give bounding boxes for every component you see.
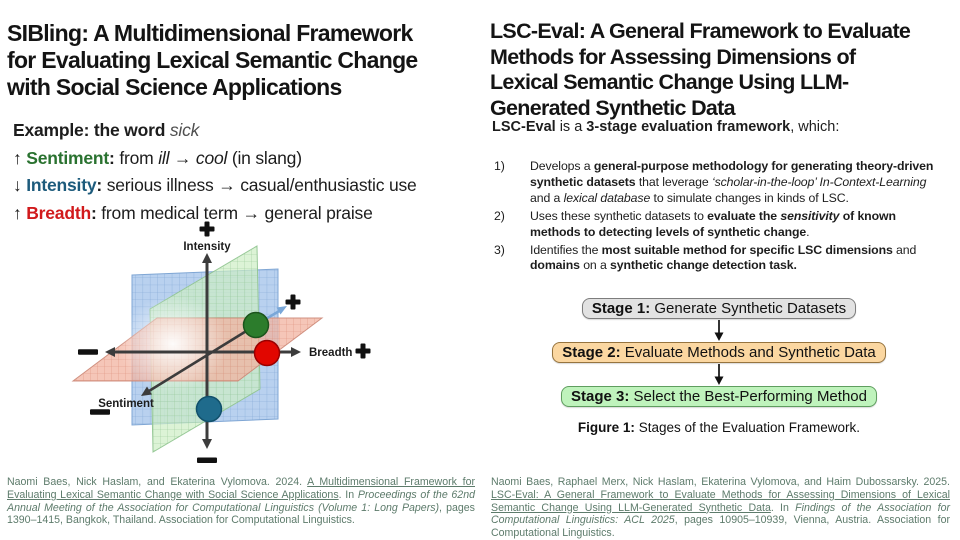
breadth-plus-icon [355,343,371,359]
teal-point [195,395,223,423]
title-line: SIBling: A Multidimensional Framework [7,20,413,47]
example-block: Example: the word sick ↑ Sentiment: from… [13,117,417,227]
citation-left: Naomi Baes, Nick Haslam, and Ekaterina V… [7,476,475,527]
red-point [253,339,281,367]
framework-list: 1) Develops a general-purpose methodolog… [494,159,948,276]
stage-label: Generate Synthetic Datasets [650,300,847,317]
stage-label-bold: Stage 1: [591,300,651,317]
dimension-line-breadth: ↑ Breadth: from medical term → general p… [13,202,373,223]
stage-label: Select the Best-Performing Method [629,388,867,405]
green-point [242,311,270,339]
title-line: Generated Synthetic Data [490,95,736,120]
framework-subtitle: LSC-Eval is a 3-stage evaluation framewo… [492,119,840,135]
list-number: 2) [494,208,505,223]
down-arrow-icon [714,320,724,341]
list-number: 3) [494,242,505,257]
title-line: with Social Science Applications [7,74,342,101]
sentiment-plus-icon [285,294,301,310]
left-slide-title: SIBling: A Multidimensional Framework fo… [7,20,418,101]
title-line: Lexical Semantic Change Using LLM- [490,70,849,95]
stage-label-bold: Stage 2: [562,344,621,361]
title-line: for Evaluating Lexical Semantic Change [7,47,418,74]
citation-link[interactable]: A Multidimensional Framework for Evaluat… [7,476,475,501]
list-item: 3) Identifies the most suitable method f… [494,243,948,275]
list-number: 1) [494,159,505,173]
intensity-axis-label: Intensity [183,241,231,253]
right-slide-title: LSC-Eval: A General Framework to Evaluat… [490,19,911,121]
dimension-line-sentiment: ↑ Sentiment: from ill → cool (in slang) [13,147,302,168]
stage-2-box: Stage 2: Evaluate Methods and Synthetic … [552,342,886,363]
list-text: Develops a general-purpose methodology f… [530,159,934,205]
sentiment-minus-icon [90,409,110,415]
list-text: Uses these synthetic datasets to evaluat… [530,208,896,239]
down-arrow-icon [714,364,724,385]
list-item: 1) Develops a general-purpose methodolog… [494,159,948,207]
title-line: LSC-Eval: A General Framework to Evaluat… [490,19,911,44]
sentiment-axis-label: Sentiment [98,398,154,410]
breadth-axis-label: Breadth [309,347,352,359]
breadth-minus-icon [78,349,98,355]
example-heading: Example: the word sick [13,120,200,140]
stages-flowchart: Stage 1: Generate Synthetic Datasets Sta… [492,298,946,435]
citation-link[interactable]: LSC-Eval: A General Framework to Evaluat… [491,488,950,514]
intensity-minus-icon [197,457,217,463]
list-text: Identifies the most suitable method for … [530,242,917,273]
dimensions-cube-diagram: Intensity Breadth Sentiment [71,221,371,463]
intensity-plus-icon [199,221,215,237]
list-item: 2) Uses these synthetic datasets to eval… [494,209,948,241]
stage-label: Evaluate Methods and Synthetic Data [620,344,876,361]
stage-label-bold: Stage 3: [571,388,630,405]
sentiment-axis [141,320,262,396]
dimension-line-intensity: ↓ Intensity: serious illness → casual/en… [13,175,417,195]
center-glow [118,296,228,392]
figure-caption: Figure 1: Stages of the Evaluation Frame… [577,420,861,435]
stage-1-box: Stage 1: Generate Synthetic Datasets [581,298,857,319]
citation-right: Naomi Baes, Raphael Merx, Nick Haslam, E… [491,476,950,540]
title-line: Methods for Assessing Dimensions of [490,44,856,69]
stage-3-box: Stage 3: Select the Best-Performing Meth… [561,386,877,407]
